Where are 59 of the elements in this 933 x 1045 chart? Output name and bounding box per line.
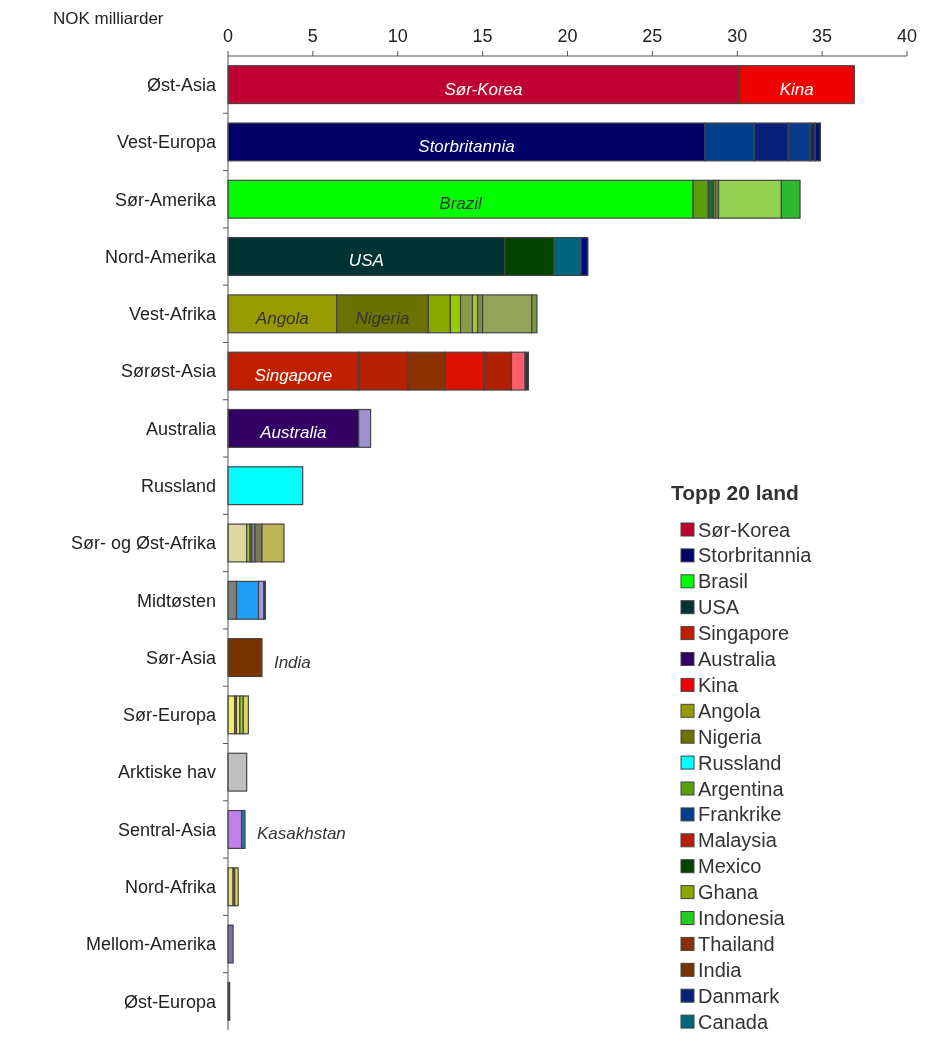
- data-label: India: [273, 652, 311, 672]
- y-tick-label: Sør- og Øst-Afrika: [70, 533, 217, 554]
- x-tick-label: 10: [387, 26, 408, 46]
- legend-label: India: [698, 958, 743, 981]
- y-tick-label: Sentral-Asia: [117, 819, 217, 840]
- data-label: Nigeria: [355, 308, 410, 328]
- y-tick-label: Nord-Amerika: [104, 246, 217, 267]
- x-tick-label: 15: [472, 26, 493, 46]
- x-tick-label: 0: [222, 26, 234, 46]
- data-label: Angola: [254, 308, 309, 328]
- legend-label: Angola: [698, 699, 762, 722]
- legend-label: Singapore: [698, 622, 790, 645]
- data-label: Australia: [259, 423, 327, 443]
- y-tick-label: Arktiske hav: [117, 762, 216, 783]
- x-tick-label: 5: [307, 26, 318, 46]
- legend-label: Nigeria: [698, 725, 763, 748]
- y-tick-label: Midtøsten: [136, 590, 216, 611]
- legend-label: Storbritannia: [698, 544, 813, 567]
- data-label: Kina: [779, 79, 814, 99]
- legend-title: Topp 20 land: [671, 481, 799, 504]
- legend-label: Ghana: [698, 881, 759, 904]
- data-label: Storbritannia: [418, 136, 515, 156]
- y-tick-label: Sør-Europa: [122, 705, 217, 726]
- x-tick-label: 20: [557, 26, 578, 46]
- chart-title: NOK milliarder: [53, 9, 164, 28]
- legend-label: Brasil: [698, 570, 749, 593]
- legend-label: Canada: [698, 1010, 769, 1033]
- legend-label: Danmark: [698, 984, 781, 1007]
- y-tick-label: Øst-Asia: [146, 74, 217, 95]
- data-label: Sør-Korea: [444, 79, 523, 99]
- x-tick-label: 35: [812, 26, 833, 46]
- x-tick-label: 40: [896, 26, 918, 46]
- y-tick-label: Australia: [145, 418, 217, 439]
- x-tick-label: 30: [727, 26, 748, 46]
- legend-label: Sør-Korea: [698, 518, 792, 541]
- legend-label: Australia: [698, 648, 777, 670]
- y-tick-label: Sør-Amerika: [114, 189, 217, 210]
- legend-label: Argentina: [698, 777, 785, 800]
- y-tick-label: Nord-Afrika: [124, 877, 217, 898]
- legend-label: Frankrike: [698, 803, 782, 826]
- y-tick-label: Sørøst-Asia: [120, 361, 217, 382]
- data-label: Brazil: [439, 194, 484, 214]
- legend-label: Thailand: [698, 932, 775, 955]
- data-label: Singapore: [254, 366, 333, 386]
- data-label: Kasakhstan: [256, 824, 346, 844]
- legend-label: Kina: [698, 673, 739, 696]
- legend-label: Mexico: [698, 855, 762, 878]
- y-tick-label: Øst-Europa: [123, 991, 217, 1012]
- legend-label: Indonesia: [698, 907, 786, 929]
- legend-label: Russland: [698, 751, 782, 774]
- y-tick-label: Vest-Afrika: [128, 304, 217, 325]
- y-tick-label: Sør-Asia: [145, 647, 217, 668]
- y-tick-label: Vest-Europa: [116, 132, 217, 153]
- x-tick-label: 25: [642, 26, 663, 46]
- legend-label: USA: [698, 596, 740, 619]
- legend-label: Malaysia: [698, 829, 778, 852]
- y-tick-label: Mellom-Amerika: [85, 934, 217, 955]
- data-label: USA: [348, 251, 384, 271]
- y-tick-label: Russland: [140, 476, 216, 497]
